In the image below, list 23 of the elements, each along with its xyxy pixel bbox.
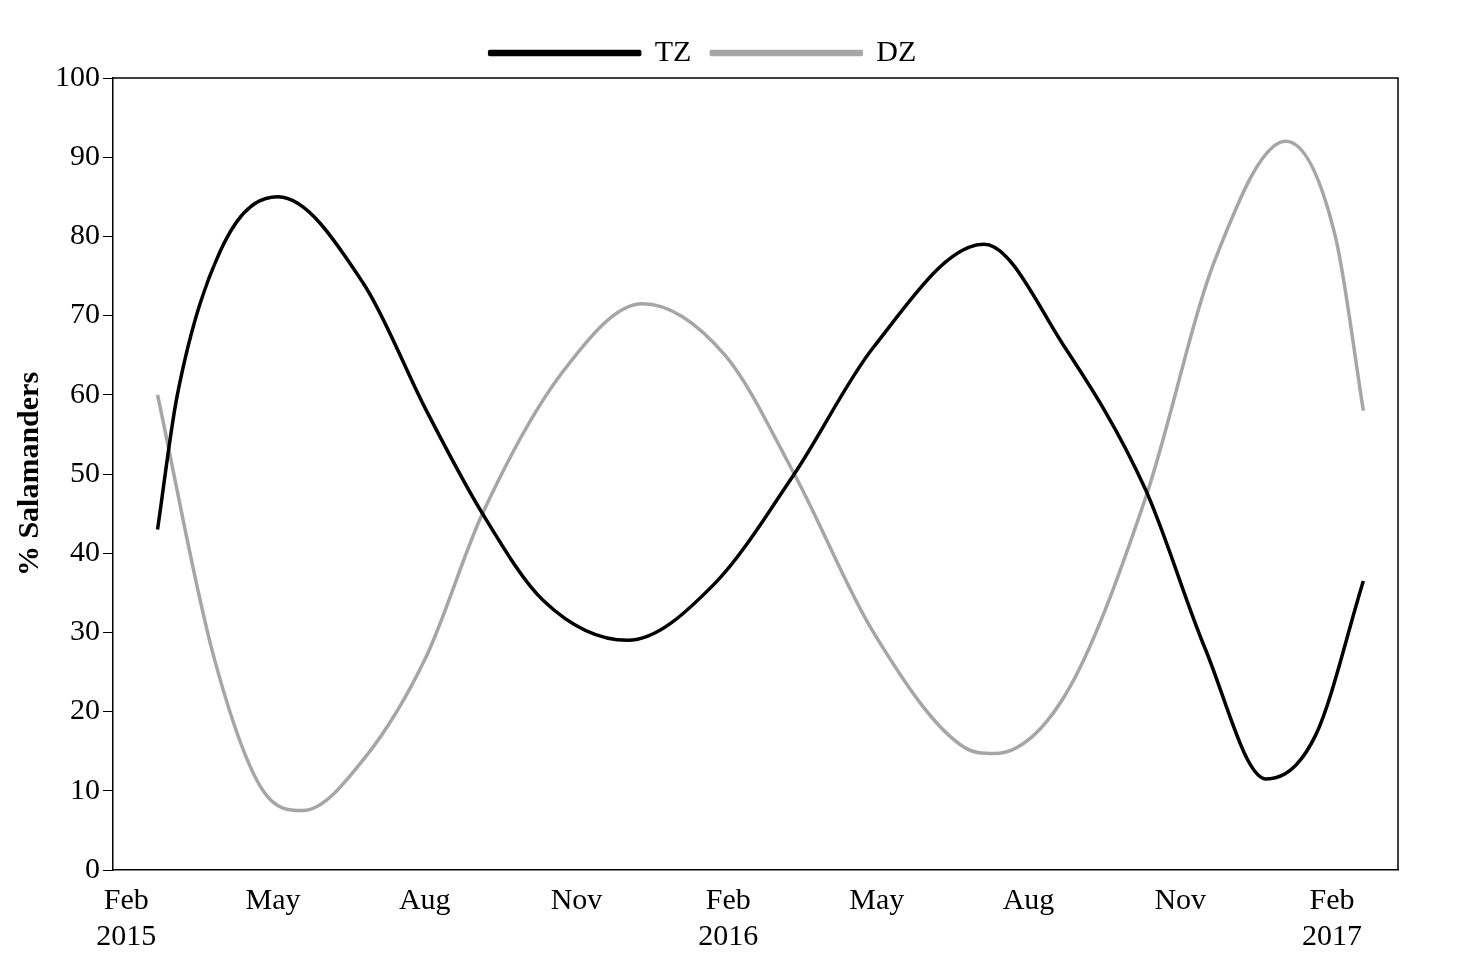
y-axis-title: % Salamanders [10, 371, 44, 577]
y-tick-label: 0 [85, 850, 100, 884]
y-tick-label: 30 [70, 613, 100, 647]
x-tick-label: Feb 2017 [1302, 881, 1363, 951]
x-tick-label: Feb 2015 [96, 881, 157, 951]
x-tick-label: May [245, 881, 301, 915]
y-tick-label: 90 [70, 138, 100, 172]
y-tick-label: 60 [70, 375, 100, 409]
legend-label: DZ [876, 33, 917, 67]
y-tick-label: 80 [70, 217, 100, 251]
x-tick-label: Aug [1002, 881, 1055, 915]
legend-label: TZ [654, 33, 692, 67]
x-tick-label: Feb 2016 [698, 881, 759, 951]
y-tick-label: 100 [55, 58, 100, 92]
x-tick-label: May [849, 881, 905, 915]
y-tick-label: 40 [70, 534, 100, 568]
x-tick-label: Nov [1154, 881, 1207, 915]
x-tick-label: Aug [398, 881, 451, 915]
y-tick-label: 20 [70, 692, 100, 726]
y-tick-label: 50 [70, 454, 100, 488]
y-tick-label: 70 [70, 296, 100, 330]
x-tick-label: Nov [550, 881, 603, 915]
y-tick-label: 10 [70, 771, 100, 805]
